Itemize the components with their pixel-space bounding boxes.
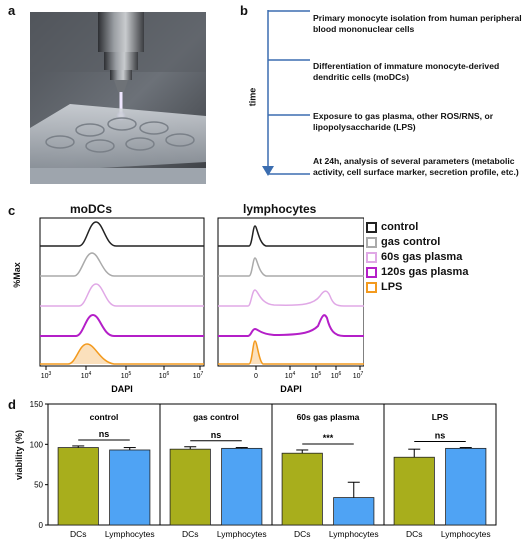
moDCs-tick-2: 104 (81, 371, 92, 380)
legend-120s-gas-plasma: 120s gas plasma (366, 266, 468, 280)
significance-label-0: ns (99, 429, 110, 439)
group-title-0: control (90, 412, 119, 422)
moDCs-control-trace (40, 221, 204, 247)
lymphocytes-title: lymphocytes (243, 202, 317, 216)
category-label-2-0: DCs (294, 529, 311, 539)
group-title-1: gas control (193, 412, 239, 422)
moDCs-gas-control-trace (40, 252, 204, 277)
y-tick-label-3: 150 (30, 400, 44, 409)
moDCs-tick-3: 105 (121, 371, 132, 380)
timeline-step-1: Primary monocyte isolation from human pe… (313, 13, 522, 34)
lymphocytes-LPS-trace (218, 340, 364, 365)
bar-0-0 (57, 447, 99, 526)
timeline-step-3: Exposure to gas plasma, other ROS/RNS, o… (313, 111, 494, 132)
y-tick-label-1: 50 (34, 481, 43, 490)
lymphocytes-plot-frame (217, 217, 364, 367)
significance-label-2: *** (323, 433, 334, 443)
group-title-3: LPS (432, 412, 449, 422)
category-label-1-0: DCs (182, 529, 199, 539)
significance-label-1: ns (211, 430, 222, 440)
legend-60s-swatch (366, 252, 377, 263)
legend-control: control (366, 221, 418, 235)
moDCs-xlabel: DAPI (111, 384, 133, 394)
category-label-3-1: Lymphocytes (441, 529, 491, 539)
legend-60s-gas-plasma: 60s gas plasma (366, 251, 462, 265)
legend-120s-swatch (366, 267, 377, 278)
bar-3-0 (393, 456, 435, 526)
legend-LPS: LPS (366, 281, 402, 295)
viability-ylabel: viability (%) (14, 429, 25, 481)
viability-bar-chart: 0 50 100 150 control DCs Lymphocytes ns gas cont… (30, 400, 497, 539)
panel-b-letter: b (240, 3, 248, 18)
timeline-label: time (247, 87, 258, 107)
histogram-ylabel: %Max (11, 262, 22, 288)
bar-1-1 (221, 447, 263, 526)
bar-2-0 (281, 452, 323, 526)
lymphocytes-xlabel: DAPI (280, 384, 302, 394)
timeline-step-2: Differentiation of immature monocyte-der… (313, 61, 500, 82)
bar-1-0 (169, 448, 211, 526)
panel-d-letter: d (8, 397, 16, 412)
legend-gas-control: gas control (366, 236, 440, 250)
category-label-1-1: Lymphocytes (217, 529, 267, 539)
group-title-2: 60s gas plasma (297, 412, 360, 422)
lymphocytes-tick-3: 105 (311, 371, 322, 380)
significance-label-3: ns (435, 431, 446, 441)
bar-3-1 (445, 447, 487, 526)
legend-gas-control-swatch (366, 237, 377, 248)
moDCs-plot-frame (39, 217, 205, 367)
moDCs-title: moDCs (70, 202, 113, 216)
y-tick-label-0: 0 (39, 521, 44, 530)
category-label-2-1: Lymphocytes (329, 529, 379, 539)
timeline-axis (262, 10, 310, 176)
lymphocytes-tick-2: 104 (285, 371, 296, 380)
bar-0-1 (109, 449, 151, 526)
lymphocytes-gas-control-trace (218, 257, 364, 277)
plasma-jet-photo (30, 12, 206, 184)
moDCs-tick-4: 106 (159, 371, 170, 380)
panel-a-letter: a (8, 3, 16, 18)
timeline-step-4: At 24h, analysis of several parameters (… (313, 156, 519, 177)
lymphocytes-120s-trace (218, 314, 364, 337)
lymphocytes-60s-trace (218, 289, 364, 307)
y-tick-label-2: 100 (30, 440, 44, 449)
bar-2-1 (333, 497, 375, 526)
lymphocytes-tick-1: 0 (254, 373, 258, 380)
category-label-0-0: DCs (70, 529, 87, 539)
panel-c-letter: c (8, 203, 16, 218)
lymphocytes-tick-5: 107 (353, 371, 364, 380)
category-label-3-0: DCs (406, 529, 423, 539)
category-label-0-1: Lymphocytes (105, 529, 155, 539)
moDCs-tick-5: 107 (193, 371, 204, 380)
moDCs-LPS-trace (40, 343, 204, 365)
lymphocytes-tick-4: 106 (331, 371, 342, 380)
lymphocytes-control-trace (218, 225, 364, 247)
legend-control-swatch (366, 222, 377, 233)
moDCs-tick-1: 103 (41, 371, 52, 380)
histogram-plots: 103 104 105 106 107 0 104 105 106 107 DA… (39, 217, 364, 394)
moDCs-120s-trace (40, 313, 204, 337)
moDCs-60s-trace (40, 283, 204, 307)
legend-LPS-swatch (366, 282, 377, 293)
